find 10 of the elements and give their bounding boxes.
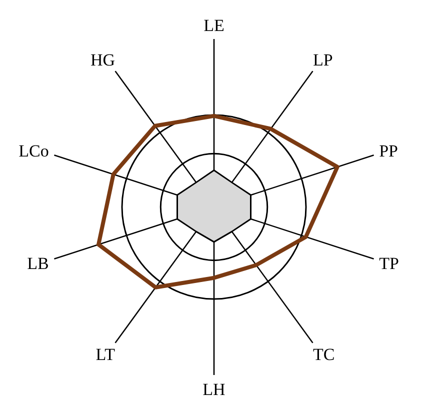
spoke-label: LT [96,345,116,364]
spoke-label: LE [204,16,224,35]
spoke-label: TC [312,345,335,364]
spoke-label: TP [379,254,399,274]
spoke-label: LB [27,254,49,274]
spoke-label: LCo [18,142,49,161]
spoke-label: LH [202,380,226,399]
spoke-label: LP [312,50,333,70]
spoke-label: PP [379,142,398,161]
spoke-label: HG [90,50,116,70]
